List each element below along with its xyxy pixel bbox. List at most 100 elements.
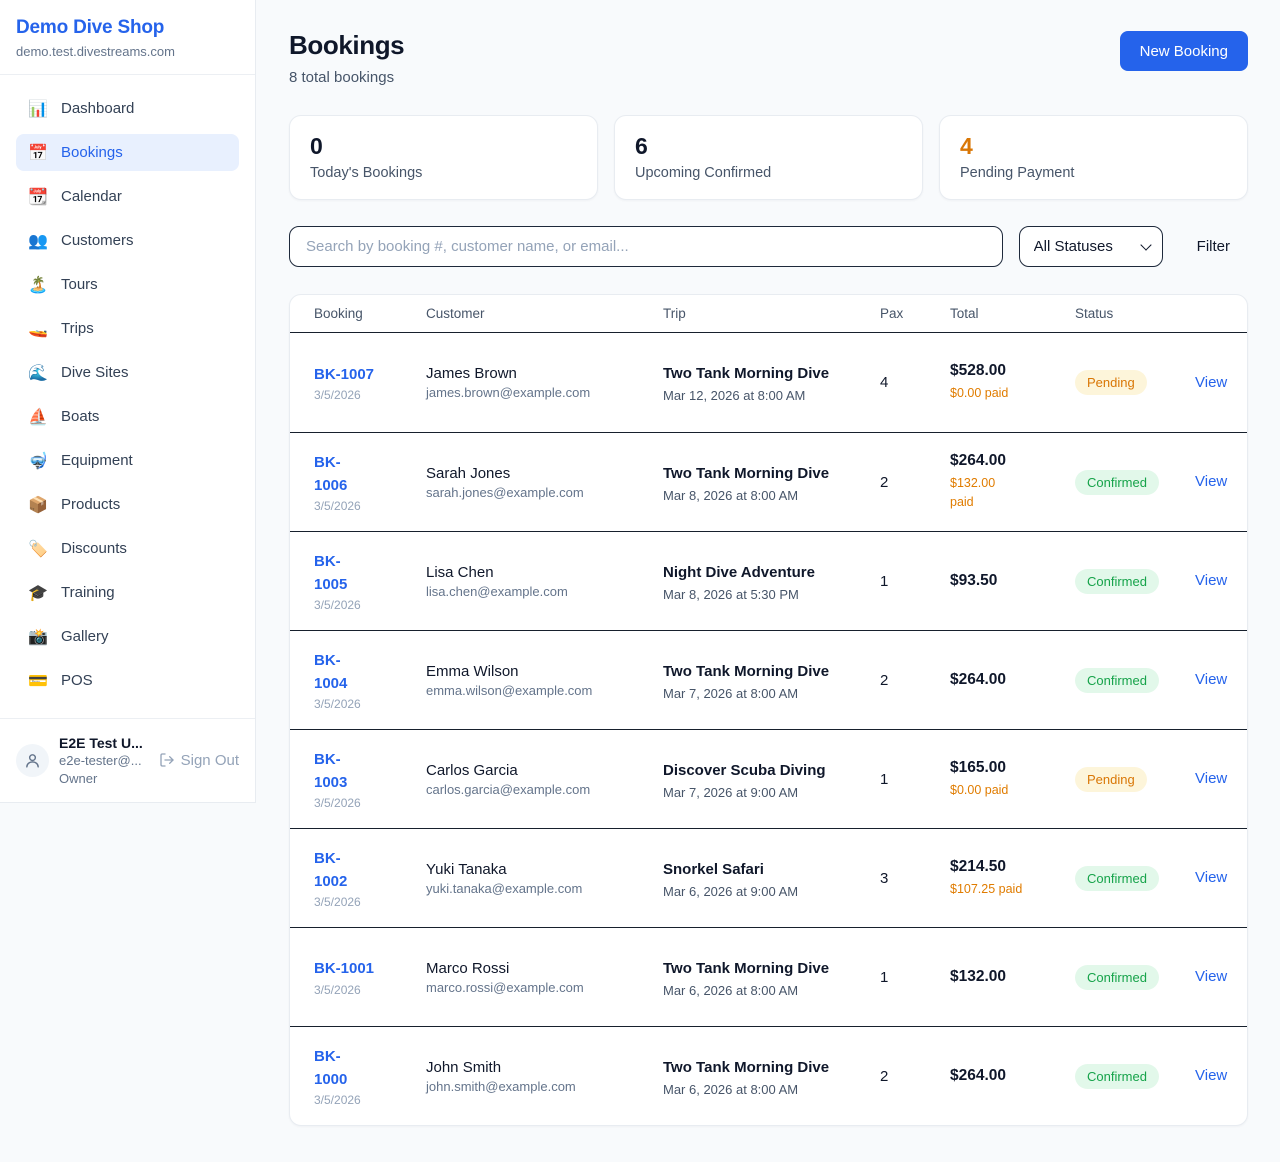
view-link[interactable]: View (1195, 373, 1228, 391)
customer-email: john.smith@example.com (426, 1078, 576, 1094)
booking-id-link[interactable]: BK- 1004 (314, 651, 348, 692)
customer-email: sarah.jones@example.com (426, 484, 584, 500)
filter-button[interactable]: Filter (1196, 238, 1230, 255)
dashboard-chart-icon: 📊 (28, 100, 48, 118)
action-cell: View (1195, 374, 1227, 392)
trip-name: Two Tank Morning Dive (663, 1058, 830, 1076)
customer-cell: Yuki Tanaka yuki.tanaka@example.com (426, 861, 663, 896)
booking-id-link[interactable]: BK- 1006 (314, 453, 348, 494)
booking-cell: BK- 1006 3/5/2026 (314, 451, 426, 514)
pax-value: 3 (880, 869, 889, 887)
sidebar-item-pos[interactable]: 💳 POS (16, 662, 239, 699)
sidebar-item-training[interactable]: 🎓 Training (16, 574, 239, 611)
sidebar-item-equipment[interactable]: 🤿 Equipment (16, 442, 239, 479)
status-badge: Pending (1075, 370, 1147, 395)
booking-id-link[interactable]: BK- 1005 (314, 552, 348, 593)
sidebar-item-discounts[interactable]: 🏷️ Discounts (16, 530, 239, 567)
customer-cell: Emma Wilson emma.wilson@example.com (426, 663, 663, 698)
page-title-block: Bookings 8 total bookings (289, 30, 405, 86)
customer-cell: Marco Rossi marco.rossi@example.com (426, 960, 663, 995)
sidebar-item-label: Equipment (61, 452, 133, 469)
action-cell: View (1195, 1067, 1227, 1085)
paid-amount: $107.25 paid (950, 881, 1023, 896)
sidebar-item-bookings[interactable]: 📅 Bookings (16, 134, 239, 171)
booking-cell: BK-1007 3/5/2026 (314, 363, 426, 402)
status-cell: Confirmed (1075, 1063, 1195, 1089)
customer-email: yuki.tanaka@example.com (426, 880, 583, 896)
view-link[interactable]: View (1195, 770, 1228, 787)
avatar (16, 743, 49, 777)
status-cell: Pending (1075, 370, 1195, 395)
booking-cell: BK- 1000 3/5/2026 (314, 1045, 426, 1108)
customer-email: emma.wilson@example.com (426, 682, 593, 698)
training-graduation-icon: 🎓 (28, 584, 48, 602)
customer-cell: Carlos Garcia carlos.garcia@example.com (426, 762, 663, 797)
column-header-trip: Trip (663, 306, 686, 321)
view-link[interactable]: View (1195, 968, 1228, 985)
trip-cell: Discover Scuba Diving Mar 7, 2026 at 9:0… (663, 759, 880, 800)
trip-cell: Two Tank Morning Dive Mar 7, 2026 at 8:0… (663, 660, 880, 701)
total-amount: $165.00 (950, 758, 1007, 776)
sidebar-item-dive-sites[interactable]: 🌊 Dive Sites (16, 354, 239, 391)
new-booking-button[interactable]: New Booking (1119, 31, 1248, 71)
sidebar-item-label: Dive Sites (61, 364, 129, 381)
column-header-status: Status (1075, 306, 1114, 321)
sidebar-item-label: Products (61, 496, 121, 513)
sidebar-item-tours[interactable]: 🏝️ Tours (16, 266, 239, 303)
status-select[interactable]: All Statuses (1018, 226, 1163, 267)
stat-cards: 0 Today's Bookings 6 Upcoming Confirmed … (289, 115, 1248, 200)
status-badge: Pending (1075, 766, 1147, 792)
customer-name: Yuki Tanaka (426, 860, 507, 878)
booking-id-link[interactable]: BK-1007 (314, 365, 375, 383)
boats-sailboat-icon: ⛵ (28, 408, 48, 426)
user-person-icon (26, 754, 39, 768)
sidebar-item-dashboard[interactable]: 📊 Dashboard (16, 90, 239, 127)
sidebar-item-gallery[interactable]: 📸 Gallery (16, 618, 239, 655)
view-link[interactable]: View (1195, 869, 1228, 886)
filter-bar: All Statuses Filter (289, 226, 1248, 267)
bookings-calendar-icon: 📅 (28, 144, 48, 162)
page-header: Bookings 8 total bookings New Booking (289, 30, 1248, 86)
booking-date: 3/5/2026 (314, 598, 361, 613)
total-cell: $264.00 (950, 1067, 1075, 1085)
trip-datetime: Mar 6, 2026 at 9:00 AM (663, 883, 799, 899)
sidebar-item-label: Training (61, 584, 115, 601)
view-link[interactable]: View (1195, 671, 1228, 688)
booking-id-link[interactable]: BK- 1002 (314, 849, 348, 890)
sidebar-item-trips[interactable]: 🚤 Trips (16, 310, 239, 347)
booking-date: 3/5/2026 (314, 796, 361, 811)
status-badge: Confirmed (1075, 964, 1159, 990)
calendar-icon: 📆 (28, 188, 48, 206)
booking-id-link[interactable]: BK- 1000 (314, 1047, 348, 1088)
action-cell: View (1195, 770, 1227, 788)
sidebar-item-products[interactable]: 📦 Products (16, 486, 239, 523)
sidebar-item-customers[interactable]: 👥 Customers (16, 222, 239, 259)
search-input[interactable] (289, 226, 1003, 267)
tours-island-icon: 🏝️ (28, 276, 48, 294)
sign-out-button[interactable]: Sign Out (159, 752, 239, 769)
user-role: Owner (59, 770, 98, 786)
status-badge: Confirmed (1075, 667, 1159, 693)
sidebar-item-label: Trips (61, 320, 94, 337)
sidebar-item-calendar[interactable]: 📆 Calendar (16, 178, 239, 215)
customer-cell: John Smith john.smith@example.com (426, 1059, 663, 1094)
stat-value: 4 (960, 133, 973, 159)
stat-value: 6 (635, 133, 648, 159)
booking-date: 3/5/2026 (314, 697, 361, 712)
customer-email: james.brown@example.com (426, 385, 591, 400)
booking-id-link[interactable]: BK- 1003 (314, 750, 348, 791)
customer-name: James Brown (426, 365, 517, 382)
stat-label: Upcoming Confirmed (635, 165, 772, 181)
table-body: BK-1007 3/5/2026 James Brown james.brown… (290, 333, 1247, 1125)
booking-id-link[interactable]: BK-1001 (314, 960, 375, 978)
dive-sites-wave-icon: 🌊 (28, 364, 48, 382)
view-link[interactable]: View (1195, 473, 1228, 490)
view-link[interactable]: View (1195, 572, 1228, 589)
trip-cell: Two Tank Morning Dive Mar 12, 2026 at 8:… (663, 362, 880, 403)
total-amount: $264.00 (950, 1067, 1007, 1084)
sidebar-item-boats[interactable]: ⛵ Boats (16, 398, 239, 435)
view-link[interactable]: View (1195, 1067, 1228, 1084)
total-amount: $264.00 (950, 452, 1007, 470)
customer-name: Lisa Chen (426, 563, 494, 581)
booking-cell: BK- 1004 3/5/2026 (314, 649, 426, 712)
